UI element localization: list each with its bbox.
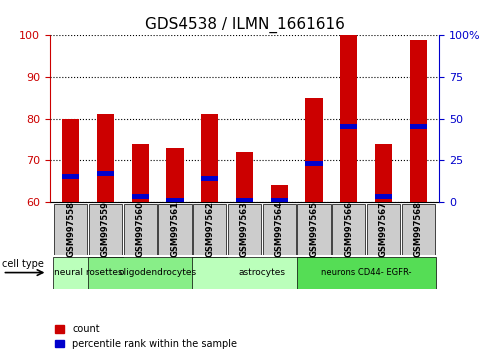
Bar [340, 35, 357, 202]
Text: GSM997560: GSM997560 [136, 201, 145, 257]
Bar [270, 198, 288, 202]
Text: GSM997563: GSM997563 [240, 201, 249, 257]
Text: cell type: cell type [2, 259, 44, 269]
Bar [166, 148, 184, 202]
Bar [410, 40, 427, 202]
Bar [305, 98, 323, 202]
Bar [62, 119, 79, 202]
Bar [228, 204, 261, 255]
Text: GSM997567: GSM997567 [379, 201, 388, 257]
Bar [375, 144, 392, 202]
Bar [236, 152, 253, 202]
Text: GSM997561: GSM997561 [171, 201, 180, 257]
Bar [54, 204, 87, 255]
Bar [305, 161, 323, 166]
Bar [132, 194, 149, 199]
Bar [89, 204, 122, 255]
Bar [332, 204, 365, 255]
Text: neural rosettes: neural rosettes [54, 268, 122, 277]
Bar [236, 198, 253, 202]
Text: oligodendrocytes: oligodendrocytes [119, 268, 197, 277]
Legend: count, percentile rank within the sample: count, percentile rank within the sample [55, 324, 237, 349]
Bar [88, 257, 227, 289]
Title: GDS4538 / ILMN_1661616: GDS4538 / ILMN_1661616 [145, 16, 344, 33]
Bar [402, 204, 435, 255]
Text: GSM997558: GSM997558 [66, 201, 75, 257]
Text: GSM997566: GSM997566 [344, 201, 353, 257]
Text: neurons CD44- EGFR-: neurons CD44- EGFR- [321, 268, 411, 277]
Bar [97, 171, 114, 176]
Bar [367, 204, 400, 255]
Text: astrocytes: astrocytes [239, 268, 285, 277]
Text: GSM997568: GSM997568 [414, 201, 423, 257]
Text: GSM997564: GSM997564 [275, 201, 284, 257]
Bar [158, 204, 192, 255]
Bar [97, 114, 114, 202]
Bar [124, 204, 157, 255]
Text: GSM997559: GSM997559 [101, 201, 110, 257]
Bar [193, 204, 227, 255]
Bar [201, 114, 219, 202]
Bar [270, 185, 288, 202]
Bar [166, 198, 184, 202]
Text: GSM997565: GSM997565 [309, 201, 318, 257]
Bar [262, 204, 296, 255]
Bar [375, 194, 392, 199]
Bar [297, 204, 331, 255]
Text: GSM997562: GSM997562 [205, 201, 214, 257]
Bar [53, 257, 123, 289]
Bar [340, 124, 357, 130]
Bar [296, 257, 436, 289]
Bar [410, 124, 427, 130]
Bar [132, 144, 149, 202]
Bar [201, 176, 219, 181]
Bar [193, 257, 331, 289]
Bar [62, 174, 79, 179]
